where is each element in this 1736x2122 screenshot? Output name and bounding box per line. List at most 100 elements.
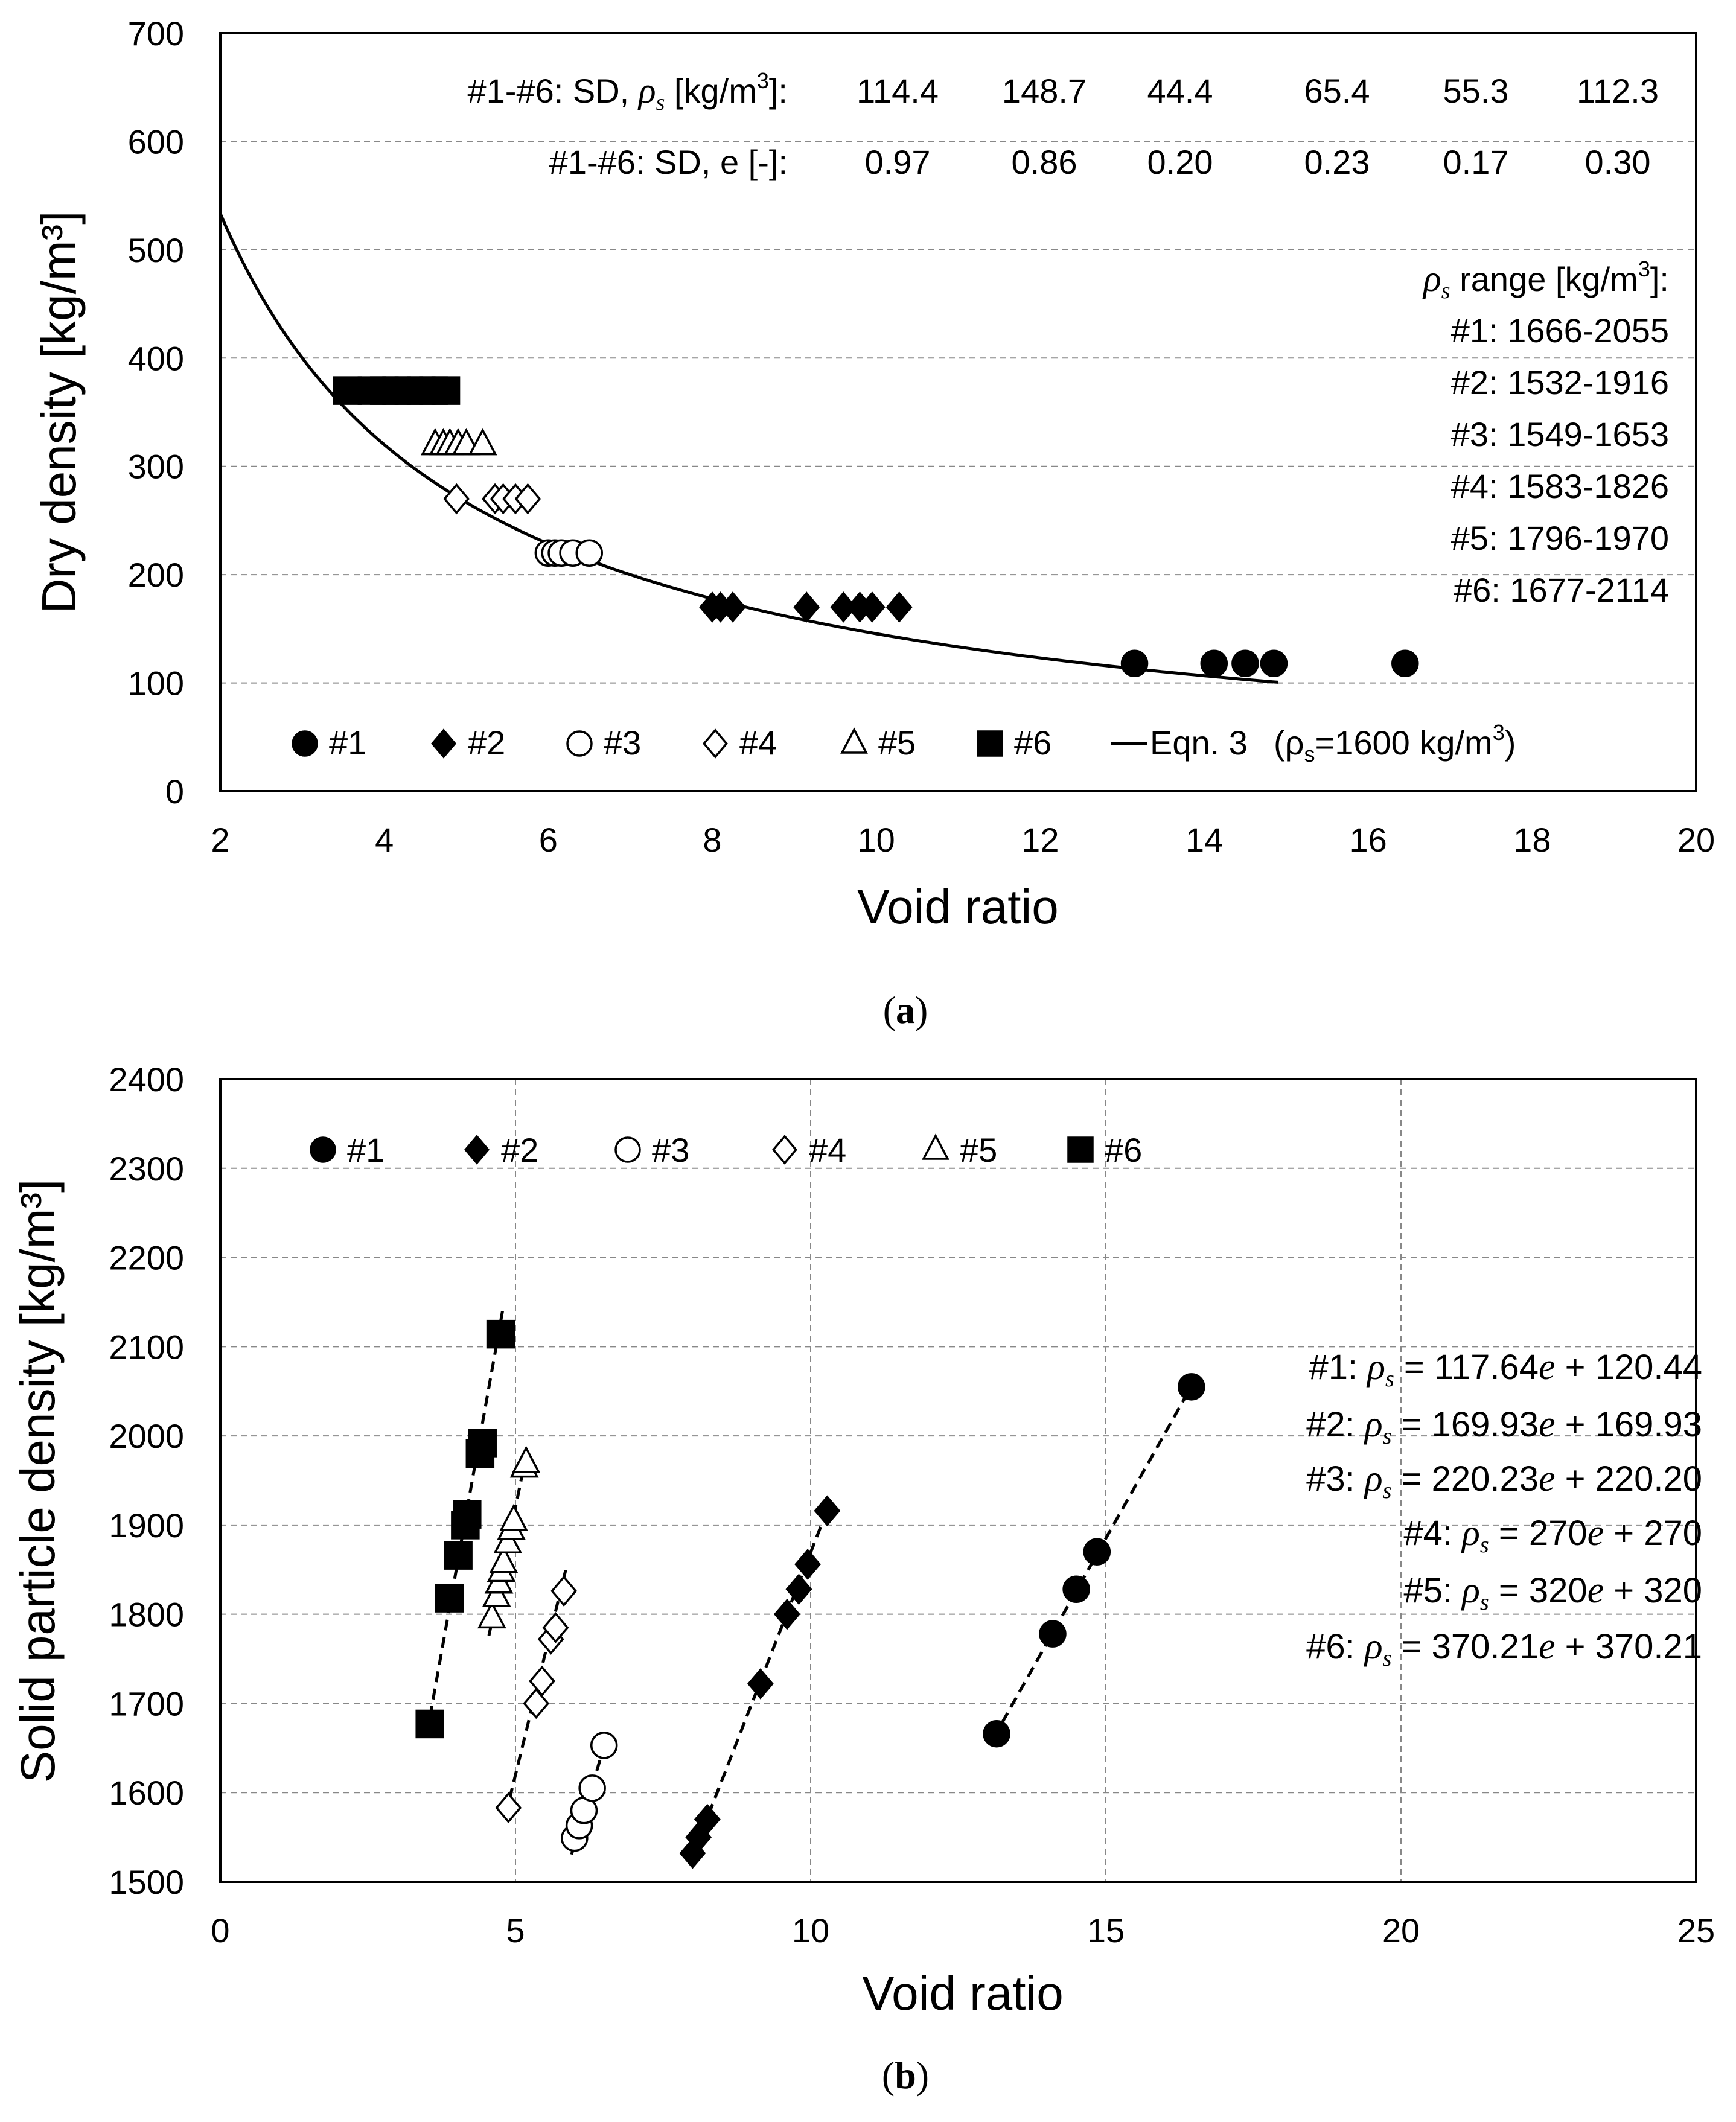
- x-tick-label: 12: [1021, 821, 1059, 859]
- point-s6: [486, 1319, 515, 1349]
- legend-marker: [310, 1136, 336, 1163]
- point-s6: [431, 376, 461, 405]
- legend-marker: [922, 1133, 949, 1160]
- panel-a-caption: (a): [883, 989, 928, 1031]
- y-tick-label: 1600: [109, 1774, 184, 1812]
- point-s6: [453, 1500, 482, 1529]
- legend-label: #3: [652, 1131, 689, 1169]
- point-s1: [1083, 1538, 1111, 1566]
- y-tick-label: 2300: [109, 1150, 184, 1188]
- legend-label: #1: [347, 1131, 385, 1169]
- x-tick-label: 2: [211, 821, 229, 859]
- panel-a-data-points: [333, 376, 1419, 678]
- point-s2: [694, 1803, 721, 1835]
- sd-e-value: 0.86: [1012, 143, 1077, 181]
- x-tick-label: 10: [792, 1911, 829, 1949]
- panel-a-y-axis-title: Dry density [kg/m³]: [32, 211, 86, 614]
- y-tick-label: 1500: [109, 1863, 184, 1901]
- legend-marker: [840, 727, 868, 754]
- point-s6: [444, 1541, 473, 1570]
- panel-b-tick-labels: 1500 1600 1700 1800 1900 2000 2100 2200 2300 2400…: [109, 1060, 1715, 1949]
- rho-range-item: #3: 1549-1653: [1451, 415, 1669, 453]
- legend-label: Eqn. 3: [1150, 724, 1248, 762]
- panel-a-x-axis-title: Void ratio: [857, 880, 1059, 934]
- point-s1: [1260, 649, 1288, 678]
- y-tick-label: 600: [128, 123, 184, 161]
- rho-range-item: #4: 1583-1826: [1451, 467, 1669, 505]
- point-s4: [550, 1575, 578, 1607]
- sd-rho-value: 148.7: [1002, 72, 1087, 110]
- x-tick-label: 16: [1350, 821, 1387, 859]
- point-s1: [1178, 1373, 1205, 1401]
- sd-rho-values: 114.4 148.7 44.4 65.4 55.3 112.3: [857, 72, 1659, 110]
- legend-label: #2: [468, 724, 505, 762]
- fit-equation: #4: ρs = 270e + 270: [1403, 1512, 1702, 1558]
- point-s6: [435, 1584, 464, 1613]
- y-tick-label: 1700: [109, 1684, 184, 1722]
- point-s4: [542, 1612, 569, 1643]
- y-tick-label: 2200: [109, 1239, 184, 1277]
- x-tick-label: 6: [539, 821, 558, 859]
- legend-marker: [772, 1135, 797, 1165]
- sd-e-value: 0.17: [1443, 143, 1509, 181]
- sd-e-value: 0.30: [1585, 143, 1651, 181]
- panel-a-chart: 0 100 200 300 400 500 600 700 2 4 6 8 10 12 14 16 18 20 D…: [32, 14, 1715, 1031]
- x-tick-label: 5: [506, 1911, 525, 1949]
- legend-marker: [292, 730, 318, 757]
- sd-rho-value: 55.3: [1443, 72, 1509, 110]
- panel-a-eqn3-curve: [219, 213, 1278, 684]
- fit-equation: #6: ρs = 370.21e + 370.21: [1306, 1626, 1702, 1671]
- x-tick-label: 15: [1087, 1911, 1125, 1949]
- point-s2: [886, 591, 913, 623]
- point-s2: [858, 591, 886, 623]
- point-s5: [477, 1601, 506, 1629]
- point-s5: [493, 1526, 523, 1553]
- x-tick-label: 14: [1186, 821, 1223, 859]
- panel-a-tick-labels: 0 100 200 300 400 500 600 700 2 4 6 8 10 12 14 16 18 20: [128, 14, 1715, 859]
- legend-label: #4: [739, 724, 777, 762]
- point-s2: [720, 591, 746, 623]
- panel-b-caption: (b): [882, 2054, 929, 2097]
- sd-rho-value: 114.4: [857, 72, 939, 110]
- legend-label: #5: [878, 724, 916, 762]
- x-tick-label: 18: [1513, 821, 1551, 859]
- x-tick-label: 0: [211, 1911, 229, 1949]
- point-s1: [1200, 649, 1228, 678]
- y-tick-label: 700: [128, 14, 184, 53]
- legend-label: #6: [1105, 1131, 1142, 1169]
- point-s3: [575, 539, 603, 567]
- point-s4: [495, 1792, 522, 1824]
- point-s1: [983, 1719, 1010, 1748]
- point-s6: [415, 1709, 444, 1739]
- legend-eqn3-note: (ρs=1600 kg/m3): [1274, 720, 1516, 766]
- sd-rho-value: 112.3: [1577, 72, 1659, 110]
- y-tick-label: 1800: [109, 1596, 184, 1634]
- point-s4: [529, 1665, 555, 1697]
- fit-line-s1: [992, 1380, 1196, 1739]
- panel-b-fit-equations: #1: ρs = 117.64e + 120.44 #2: ρs = 169.93…: [1306, 1346, 1702, 1671]
- legend-label: #3: [604, 724, 641, 762]
- point-s6: [333, 376, 362, 405]
- point-s4: [443, 483, 470, 515]
- fit-equation: #2: ρs = 169.93e + 169.93: [1306, 1404, 1702, 1449]
- panel-b-legend: #1 #2 #3 #4 #5 #6: [310, 1131, 1142, 1169]
- point-s5: [468, 427, 497, 456]
- x-tick-label: 10: [858, 821, 895, 859]
- point-s5: [482, 1579, 511, 1607]
- legend-label: #4: [809, 1131, 846, 1169]
- panel-a-plot-area: [219, 32, 1697, 792]
- point-s2: [794, 1549, 822, 1580]
- rho-range-item: #1: 1666-2055: [1451, 311, 1669, 349]
- legend-label: #1: [329, 724, 366, 762]
- x-tick-label: 8: [703, 821, 721, 859]
- rho-range-item: #5: 1796-1970: [1451, 519, 1669, 557]
- point-s1: [1062, 1575, 1090, 1604]
- rho-range-list: #1: 1666-2055 #2: 1532-1916 #3: 1549-1653 #…: [1451, 311, 1669, 609]
- y-tick-label: 0: [165, 773, 184, 811]
- point-s1: [1120, 649, 1149, 678]
- point-s1: [1391, 649, 1419, 678]
- point-s2: [785, 1573, 812, 1605]
- x-tick-label: 20: [1382, 1911, 1420, 1949]
- panel-b-x-axis-title: Void ratio: [862, 1966, 1064, 2020]
